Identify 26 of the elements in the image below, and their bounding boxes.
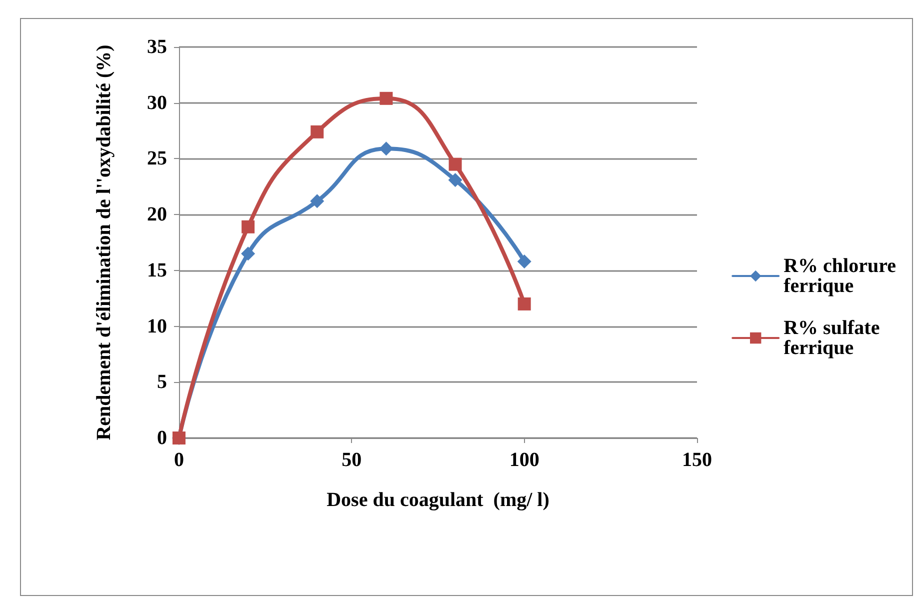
point: [241, 246, 256, 261]
point: [379, 142, 394, 156]
point: [310, 125, 324, 138]
point: [517, 254, 532, 268]
y-tick-label: 15: [147, 259, 167, 282]
y-tick-label: 5: [157, 371, 167, 394]
x-tick-label: 100: [509, 449, 540, 471]
y-axis-title: Rendement d'élimination de l''oxydabilité (%): [93, 44, 115, 440]
legend-label: R% sulfate ferrique: [784, 317, 885, 359]
legend-label: R% chlorure ferrique: [784, 255, 902, 297]
point: [518, 297, 531, 310]
x-tick-label: 150: [682, 449, 712, 471]
y-tick-label: 35: [147, 36, 167, 58]
x-axis-title: Dose du coagulant (mg/ l): [326, 489, 550, 511]
point: [380, 92, 393, 105]
point: [310, 194, 324, 208]
x-tick-label: 0: [174, 449, 184, 471]
y-tick-label: 30: [147, 92, 167, 114]
point: [242, 220, 255, 234]
y-tick-label: 20: [147, 204, 167, 226]
y-tick-label: 10: [147, 315, 167, 338]
x-tick-label: 50: [342, 449, 362, 471]
y-tick-label: 0: [157, 427, 167, 449]
point: [448, 172, 462, 187]
point: [448, 158, 462, 171]
y-tick-label: 25: [147, 148, 167, 170]
